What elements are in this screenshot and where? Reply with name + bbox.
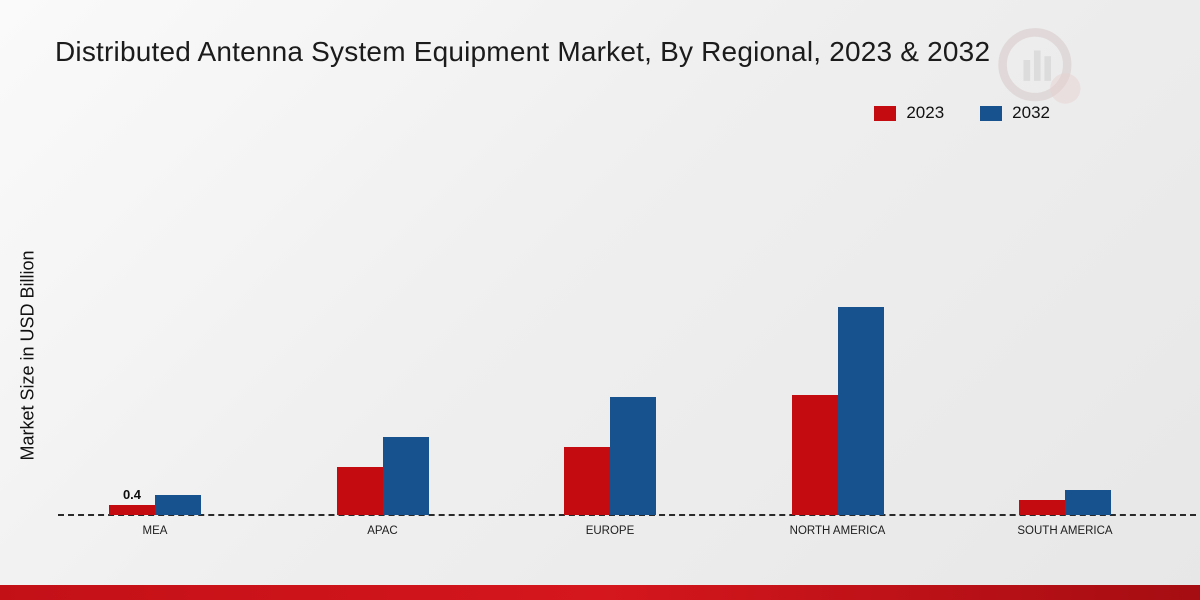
category-label-apac: APAC bbox=[367, 525, 398, 537]
category-label-mea: MEA bbox=[142, 525, 168, 537]
bar-2023-europe bbox=[564, 447, 610, 515]
legend-item-2032: 2032 bbox=[980, 103, 1050, 123]
bar-2023-south-america bbox=[1019, 500, 1065, 515]
bar-2032-south-america bbox=[1065, 490, 1111, 515]
category-label-europe: EUROPE bbox=[585, 525, 635, 537]
legend-swatch-2032-icon bbox=[980, 105, 1003, 121]
footer-bar bbox=[0, 585, 1200, 600]
legend-label-2023: 2023 bbox=[906, 103, 945, 122]
legend-label-2032: 2032 bbox=[1012, 103, 1050, 122]
bar-2023-mea bbox=[109, 505, 155, 515]
chart-title: Distributed Antenna System Equipment Mar… bbox=[55, 36, 991, 67]
bar-value-label-mea: 0.4 bbox=[122, 487, 142, 502]
x-axis-baseline bbox=[58, 514, 1196, 516]
category-label-south-america: SOUTH AMERICA bbox=[1017, 525, 1113, 537]
category-label-north-america: NORTH AMERICA bbox=[789, 525, 886, 537]
bar-2023-north-america bbox=[791, 395, 838, 515]
bar-2023-apac bbox=[336, 467, 383, 515]
bar-2032-europe bbox=[610, 397, 656, 515]
legend-swatch-2023-icon bbox=[874, 105, 897, 121]
bar-2032-apac bbox=[382, 437, 429, 515]
y-axis-label: Market Size in USD Billion bbox=[17, 250, 38, 461]
legend-item-2023: 2023 bbox=[874, 103, 944, 123]
bar-2032-north-america bbox=[837, 307, 884, 515]
bar-2032-mea bbox=[155, 495, 201, 515]
chart-legend: 2023 2032 bbox=[874, 103, 1050, 123]
